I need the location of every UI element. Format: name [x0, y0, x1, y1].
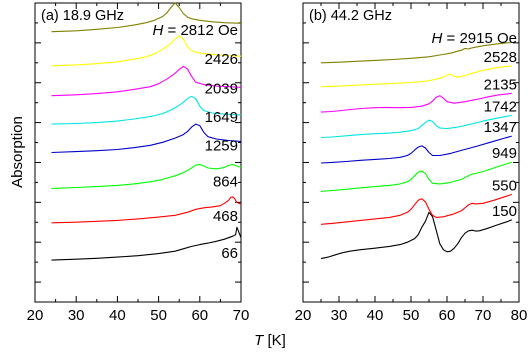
header-field-symbol: H [153, 22, 164, 39]
x-tick-label: 80 [511, 307, 528, 324]
series-field-label: 150 [492, 203, 517, 220]
x-axis-label-symbol: T [254, 332, 265, 349]
panels-group: 20 30 40 50 60 70 (a) 18.9 GHz H = 2812 Oe 2426 2… [27, 2, 528, 324]
header-field-label: H = 2915 Oe [432, 30, 518, 47]
x-axis-label-unit: [K] [263, 332, 286, 349]
x-tick-label: 30 [68, 307, 85, 324]
series-field-label: 1259 [205, 138, 238, 155]
series-line-1347 [320, 135, 512, 164]
panel-title: (a) 18.9 GHz [41, 8, 124, 24]
x-tick-label: 70 [475, 307, 492, 324]
series-line-949 [320, 161, 512, 192]
series-field-label: 550 [492, 177, 517, 194]
series-line-2528 [320, 65, 512, 88]
series-line-66 [51, 226, 242, 261]
header-field-symbol: H [432, 30, 443, 47]
x-tick-label: 20 [27, 307, 44, 324]
series-field-label: 1742 [484, 98, 517, 115]
series-field-label: 66 [221, 245, 238, 262]
series-line-1649 [51, 95, 242, 125]
x-tick-label: 40 [109, 307, 126, 324]
header-field-value: = 2915 Oe [442, 30, 517, 47]
series-field-label: 949 [492, 145, 517, 162]
series-field-label: 2039 [205, 81, 238, 98]
panel-b: 20 30 40 50 60 70 80 (b) 44.2 GHz H = 2915 Oe 252… [295, 2, 528, 324]
panel-title: (b) 44.2 GHz [309, 8, 392, 24]
x-axis-label: T [K] [254, 332, 286, 349]
x-tick-label: 40 [367, 307, 384, 324]
series-line-468 [51, 196, 242, 224]
panel-a: 20 30 40 50 60 70 (a) 18.9 GHz H = 2812 Oe 2426 2… [27, 2, 250, 324]
header-field-label: H = 2812 Oe [153, 22, 239, 39]
x-tick-label: 60 [191, 307, 208, 324]
x-tick-label: 60 [439, 307, 456, 324]
series-field-label: 1347 [484, 119, 517, 136]
series-line-2915 [320, 41, 512, 64]
series-field-label: 2528 [484, 49, 517, 66]
series-line-150 [320, 211, 513, 260]
series-field-label: 1649 [205, 109, 238, 126]
x-tick-label: 20 [295, 307, 312, 324]
series-line-2039 [51, 65, 242, 97]
header-field-value: = 2812 Oe [163, 22, 238, 39]
x-tick-label: 50 [403, 307, 420, 324]
series-line-1259 [51, 123, 242, 154]
series-line-1742 [320, 114, 512, 139]
x-tick-label: 50 [150, 307, 167, 324]
y-axis-label: Absorption [9, 116, 26, 188]
series-line-2135 [320, 92, 512, 113]
series-field-label: 468 [213, 208, 238, 225]
series-line-2812 [51, 2, 242, 33]
series-line-550 [320, 193, 512, 225]
series-field-label: 2426 [205, 51, 238, 68]
x-tick-label: 70 [233, 307, 250, 324]
series-field-label: 2135 [484, 76, 517, 93]
x-tick-label: 30 [331, 307, 348, 324]
series-line-2426 [51, 35, 242, 67]
series-line-864 [51, 163, 242, 189]
series-field-label: 864 [213, 173, 238, 190]
